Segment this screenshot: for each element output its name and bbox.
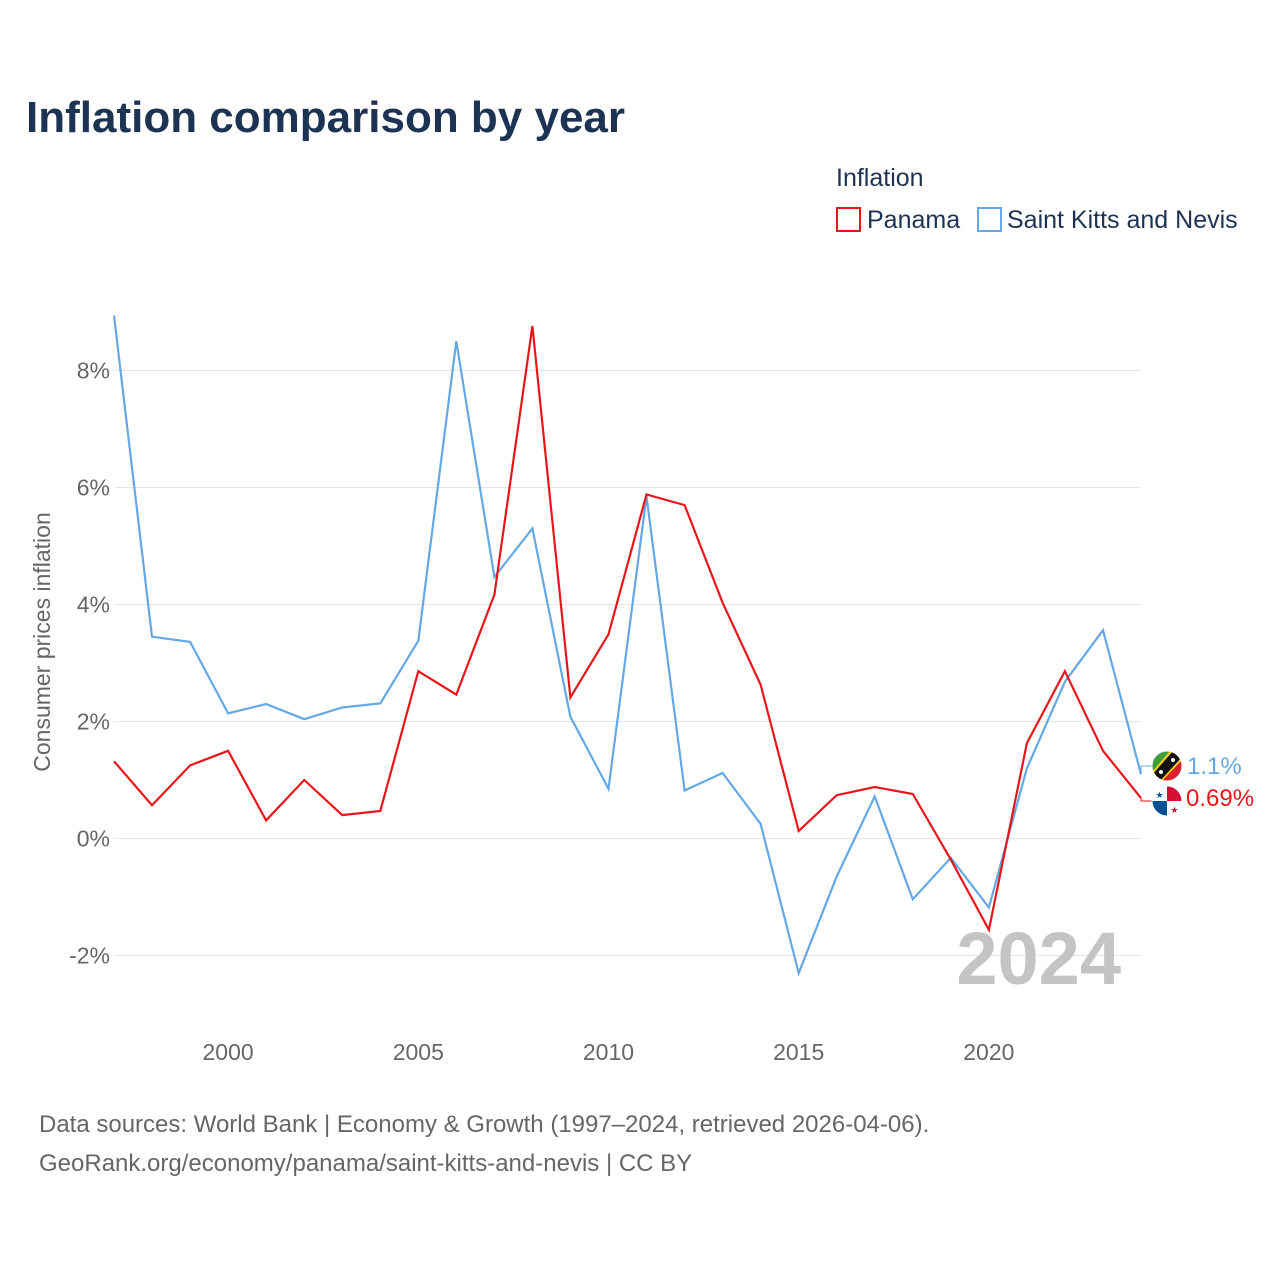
y-tick-label: 0% [77,826,110,852]
panama-flag-icon: ★ ★ [1151,785,1183,817]
svg-text:★: ★ [1155,791,1163,801]
end-label-skn: 1.1% [1187,753,1242,780]
series-lines [112,315,1152,977]
skn-flag-icon [1151,750,1183,782]
gridlines [114,370,1141,956]
y-tick-label: 8% [77,358,110,384]
end-label-panama: 0.69% [1186,785,1254,812]
legend-item-panama[interactable]: Panama [836,206,960,234]
source-line-1: Data sources: World Bank | Economy & Gro… [39,1111,929,1138]
legend-item-skn[interactable]: Saint Kitts and Nevis [977,206,1238,234]
y-tick-label: 6% [77,475,110,501]
x-tick-label: 2010 [583,1039,634,1065]
legend-swatch-skn [977,207,1002,232]
x-tick-label: 2000 [203,1039,254,1065]
legend-label-skn: Saint Kitts and Nevis [1007,206,1238,234]
y-tick-label: 2% [77,709,110,735]
svg-text:★: ★ [1170,806,1178,816]
series-line-panama[interactable] [113,325,1142,933]
y-axis-ticks: -2% 0% 2% 4% 6% 8% [69,358,110,969]
y-axis-label: Consumer prices inflation [29,512,55,772]
year-watermark: 2024 [956,917,1121,1000]
chart-title: Inflation comparison by year [26,93,625,142]
end-connector-panama [1140,798,1152,802]
legend-label-panama: Panama [867,206,960,234]
legend-title: Inflation [836,164,924,192]
legend: Inflation Panama Saint Kitts and Nevis [836,164,1238,234]
y-tick-label: 4% [77,592,110,618]
x-tick-label: 2005 [393,1039,444,1065]
y-tick-label: -2% [69,943,110,969]
x-tick-label: 2015 [773,1039,824,1065]
x-tick-label: 2020 [963,1039,1014,1065]
series-line-skn[interactable] [112,315,1143,977]
source-line-2[interactable]: GeoRank.org/economy/panama/saint-kitts-a… [39,1150,692,1177]
end-connector-skn [1140,765,1152,775]
legend-swatch-panama [836,207,861,232]
x-axis-ticks: 2000 2005 2010 2015 2020 [203,1039,1015,1065]
